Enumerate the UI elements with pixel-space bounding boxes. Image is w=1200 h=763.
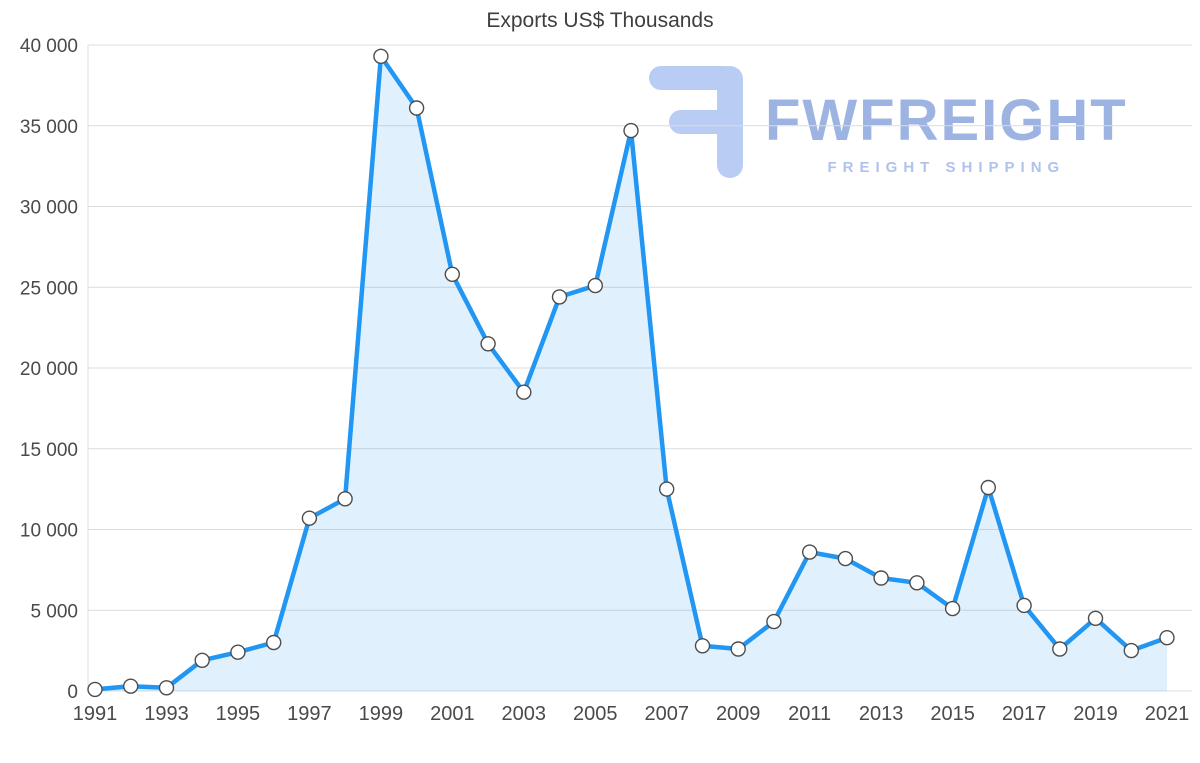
y-tick-label: 10 000 — [20, 521, 78, 542]
y-tick-label: 35 000 — [20, 117, 78, 138]
data-point — [1159, 630, 1175, 646]
chart-title: Exports US$ Thousands — [486, 9, 714, 32]
data-point — [122, 678, 139, 694]
x-tick-label: 2019 — [1073, 703, 1118, 725]
watermark-brand: FWFREIGHT — [765, 88, 1128, 153]
data-point — [444, 266, 460, 282]
data-point — [194, 652, 210, 668]
data-point — [837, 550, 854, 567]
x-tick-label: 2011 — [788, 703, 831, 725]
data-point — [659, 481, 675, 497]
x-tick-label: 1999 — [359, 703, 404, 725]
y-tick-label: 25 000 — [20, 278, 78, 299]
y-tick-label: 20 000 — [20, 359, 78, 380]
x-tick-label: 2015 — [930, 703, 975, 725]
data-point — [516, 384, 532, 400]
area-fill — [95, 56, 1167, 692]
x-tick-label: 2001 — [430, 703, 475, 725]
data-point — [766, 613, 782, 630]
watermark: FWFREIGHT FREIGHT SHIPPING — [649, 66, 1128, 178]
data-point — [909, 575, 925, 591]
data-point — [230, 644, 246, 660]
x-tick-label: 1997 — [287, 703, 332, 725]
x-tick-label: 1991 — [73, 703, 118, 725]
y-tick-label: 15 000 — [20, 440, 78, 461]
x-tick-label: 2013 — [859, 703, 904, 725]
y-tick-label: 5 000 — [30, 601, 78, 622]
data-point — [980, 479, 996, 496]
y-tick-label: 0 — [67, 682, 78, 703]
data-point — [337, 491, 353, 507]
data-point — [694, 638, 711, 654]
watermark-text: FWFREIGHT FREIGHT SHIPPING — [765, 88, 1128, 177]
y-tick-label: 40 000 — [20, 36, 78, 57]
data-point — [1016, 597, 1032, 614]
data-point — [730, 641, 746, 657]
data-point — [873, 570, 889, 586]
x-tick-label: 1995 — [216, 703, 261, 725]
data-point — [87, 681, 103, 698]
data-point — [158, 680, 175, 696]
data-point — [551, 289, 568, 305]
data-point — [301, 510, 318, 526]
data-point — [623, 122, 639, 139]
data-point — [480, 336, 496, 352]
y-tick-label: 30 000 — [20, 198, 78, 219]
freight-logo-icon — [649, 66, 743, 178]
data-point — [944, 600, 961, 617]
data-point — [802, 544, 818, 560]
x-tick-label: 2003 — [502, 703, 547, 725]
data-point — [587, 277, 603, 294]
x-tick-label: 2007 — [644, 703, 689, 725]
x-tick-label: 2021 — [1145, 703, 1190, 725]
data-point — [1123, 642, 1140, 659]
data-point — [373, 48, 389, 64]
data-point — [1087, 610, 1104, 626]
x-tick-label: 2017 — [1002, 703, 1047, 725]
data-point — [408, 100, 425, 116]
x-tick-label: 1993 — [144, 703, 189, 725]
x-tick-label: 2005 — [573, 703, 618, 725]
x-tick-label: 2009 — [716, 703, 761, 725]
data-point — [266, 634, 282, 651]
data-point — [1052, 641, 1068, 657]
watermark-tagline: FREIGHT SHIPPING — [827, 159, 1066, 176]
